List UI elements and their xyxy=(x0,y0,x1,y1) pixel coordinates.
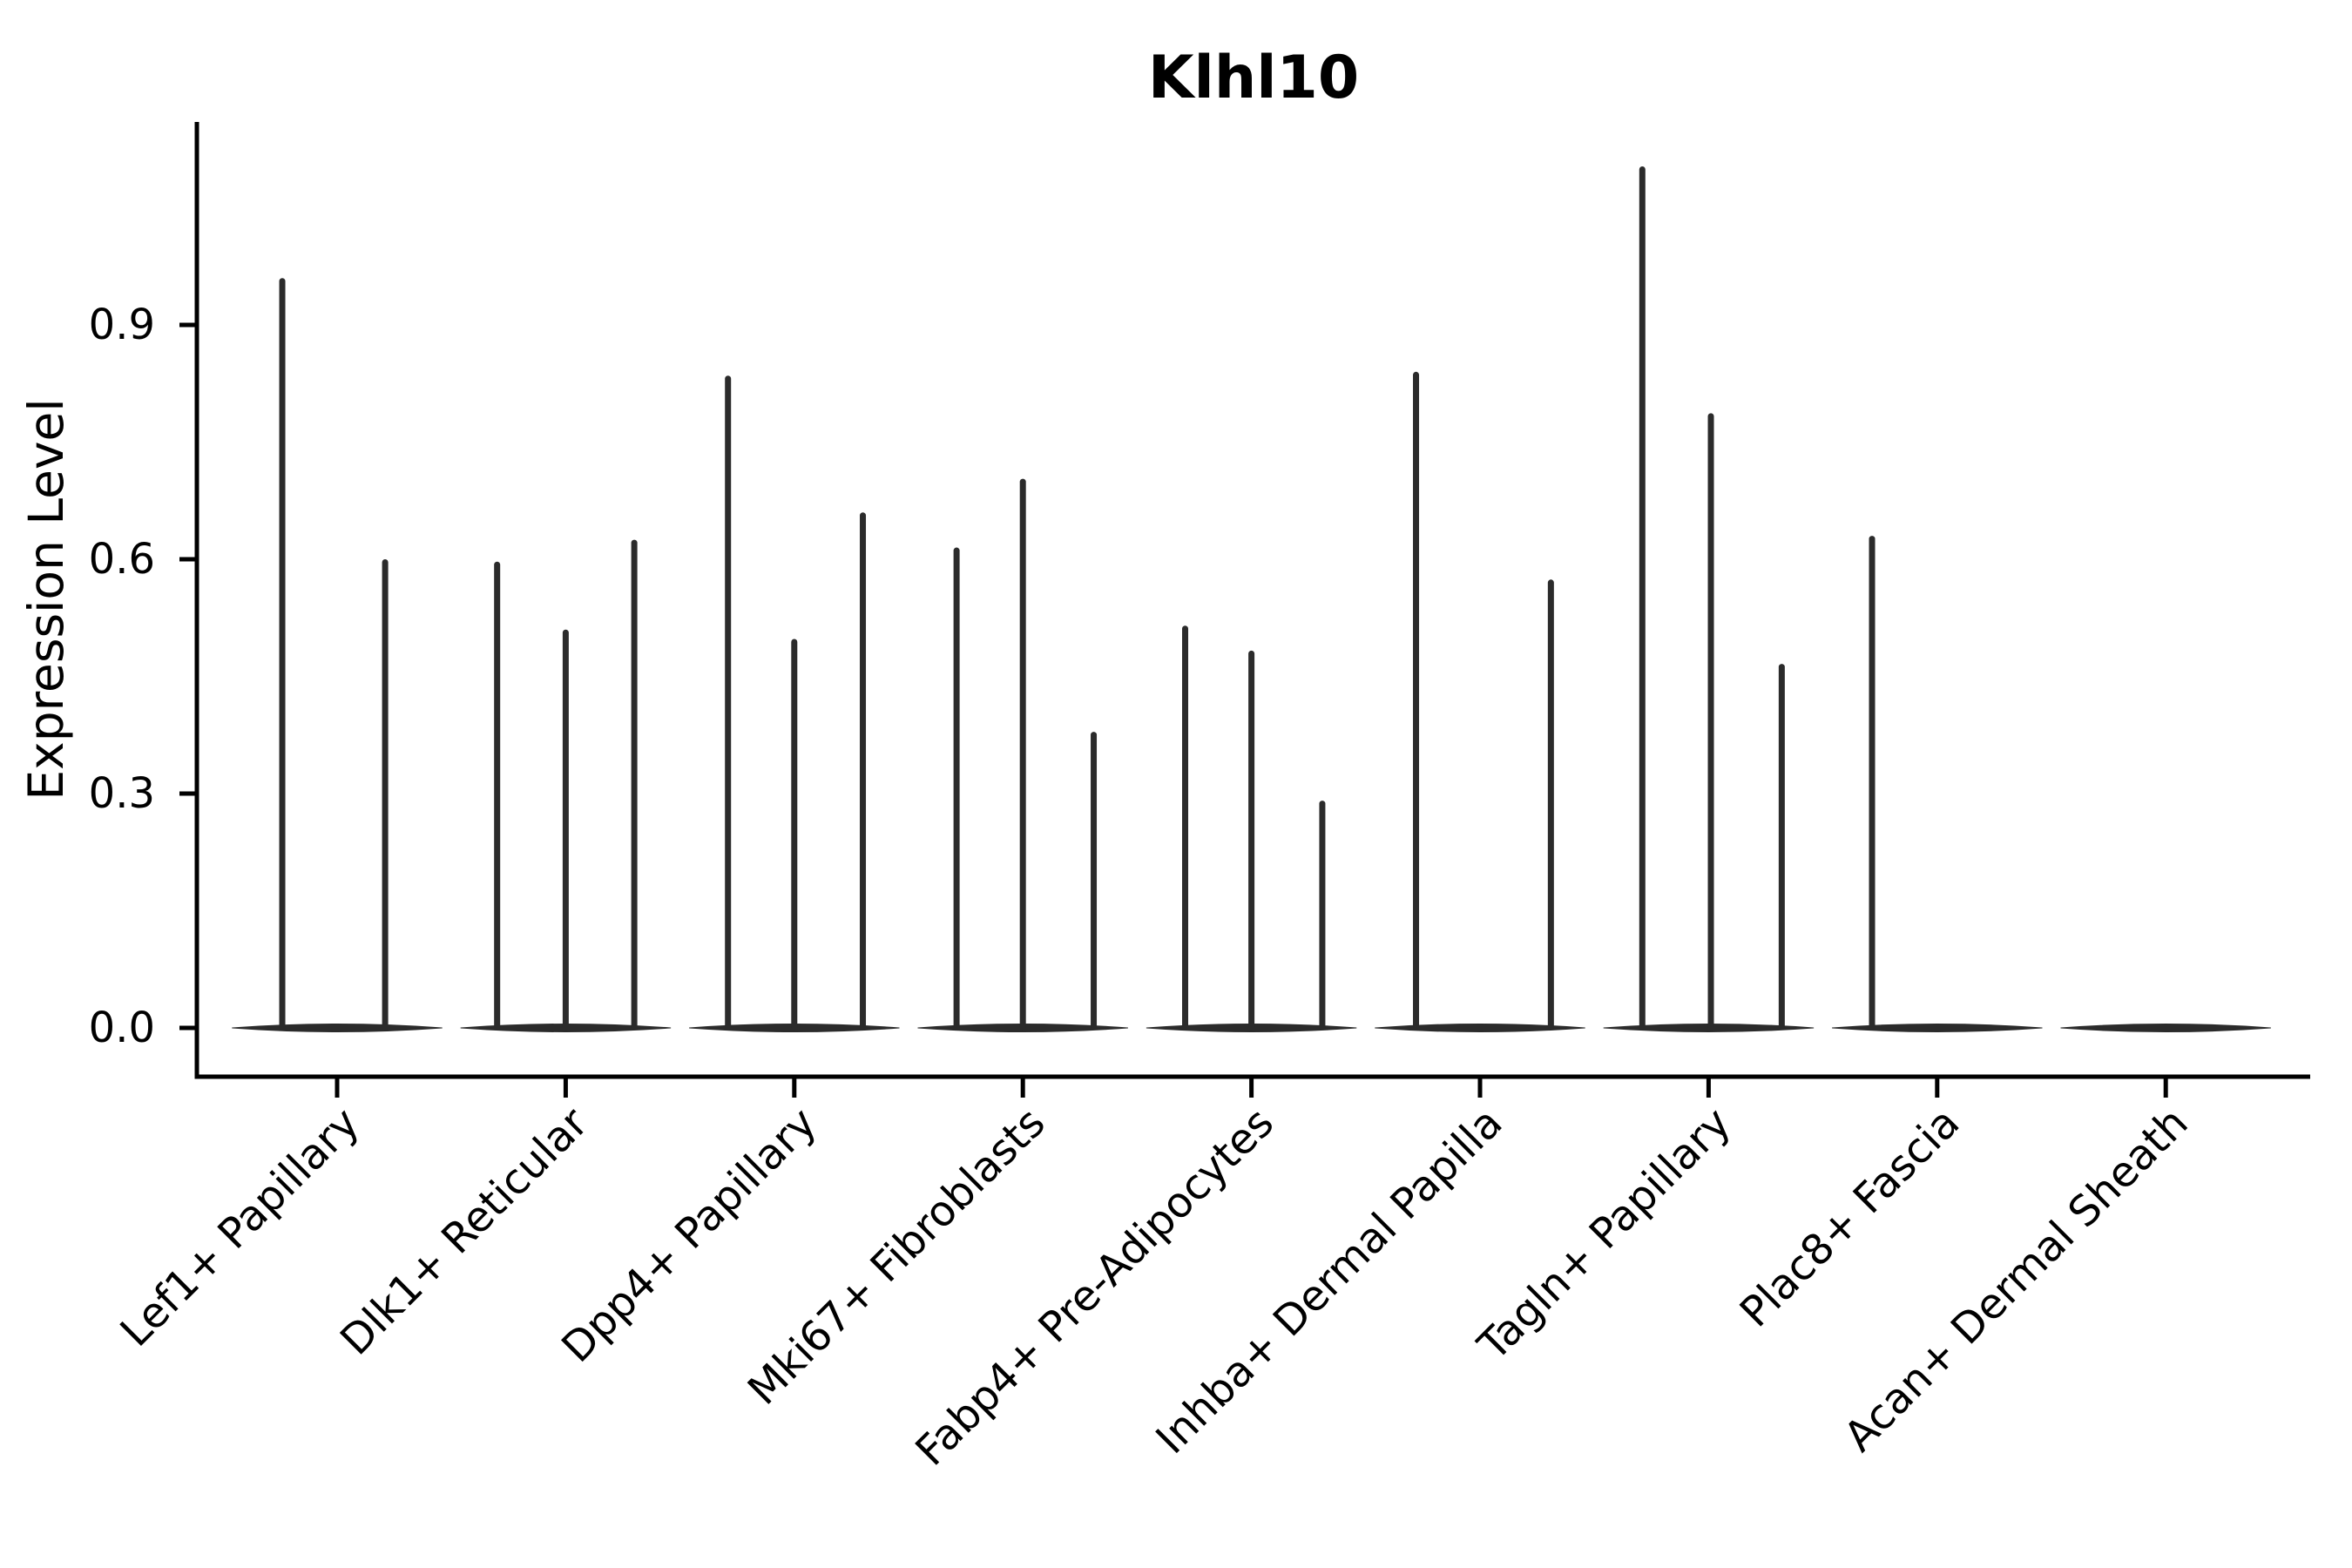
x-tick-label-tagln-papillary: Tagln+ Papillary xyxy=(1469,1098,1740,1370)
violin-tagln-papillary xyxy=(1603,166,1815,1032)
x-tick-label-lef1-papillary: Lef1+ Papillary xyxy=(112,1098,369,1356)
violin-inhba-dermal-papilla xyxy=(1375,371,1585,1032)
violin-dlk1-reticular xyxy=(460,539,672,1032)
violin-acan-dermal-sheath xyxy=(2060,1024,2271,1032)
x-tick-label-plac8-fascia: Plac8+ Fascia xyxy=(1731,1098,1970,1337)
violin-lef1-papillary xyxy=(232,278,443,1032)
violin-mki67-fibroblasts xyxy=(917,478,1128,1032)
chart-title: Klhl10 xyxy=(1148,44,1359,112)
x-tick-label-dpp4-papillary: Dpp4+ Papillary xyxy=(552,1098,826,1372)
violin-baseline xyxy=(2060,1024,2271,1032)
violin-baseline xyxy=(1375,1024,1585,1032)
violin-baseline xyxy=(232,1024,443,1032)
violin-dpp4-papillary xyxy=(689,375,900,1032)
y-axis-label: Expression Level xyxy=(18,398,74,800)
y-tick-label-0.9: 0.9 xyxy=(89,301,155,349)
y-tick-label-0.6: 0.6 xyxy=(89,535,155,584)
y-tick-label-0.3: 0.3 xyxy=(89,769,155,818)
violins-layer xyxy=(232,166,2271,1032)
x-tick-label-dlk1-reticular: Dlk1+ Reticular xyxy=(331,1098,598,1365)
violin-fabp4-pre-adipocytes xyxy=(1146,625,1357,1032)
violin-plac8-fascia xyxy=(1832,536,2043,1032)
y-tick-label-0.0: 0.0 xyxy=(89,1004,155,1052)
violin-baseline xyxy=(1832,1024,2043,1032)
